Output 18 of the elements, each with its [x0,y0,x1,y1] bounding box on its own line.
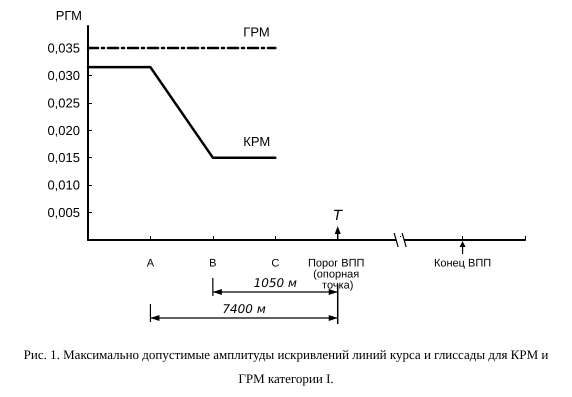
text: 1050 м [254,276,297,290]
y-tick-label: 0,025 [47,95,80,110]
y-tick-label: 0,030 [47,68,80,83]
y-tick-label: 0,010 [47,178,80,193]
text: Рис. 1. Максимально допустимые амплитуды искривлений линий курса и глиссады для КРМ и ГРМ категории I. [22,346,550,388]
series-label: ГРМ [243,24,270,40]
x-tick-label: C [271,258,280,270]
y-tick-label: 0,035 [47,40,80,56]
y-tick-label: 0,020 [47,122,80,138]
y-tick-label: 0,005 [47,205,80,220]
ref-line-label: T [333,208,344,224]
x-tick-label: Конец ВПП [434,258,492,270]
text: 7400 м [222,302,266,316]
x-tick-label: B [209,258,217,270]
x-tick-label: A [146,258,155,270]
y-axis-title: РГМ [56,8,82,23]
y-tick-label: 0,015 [47,150,80,166]
series-label: КРМ [243,134,270,150]
